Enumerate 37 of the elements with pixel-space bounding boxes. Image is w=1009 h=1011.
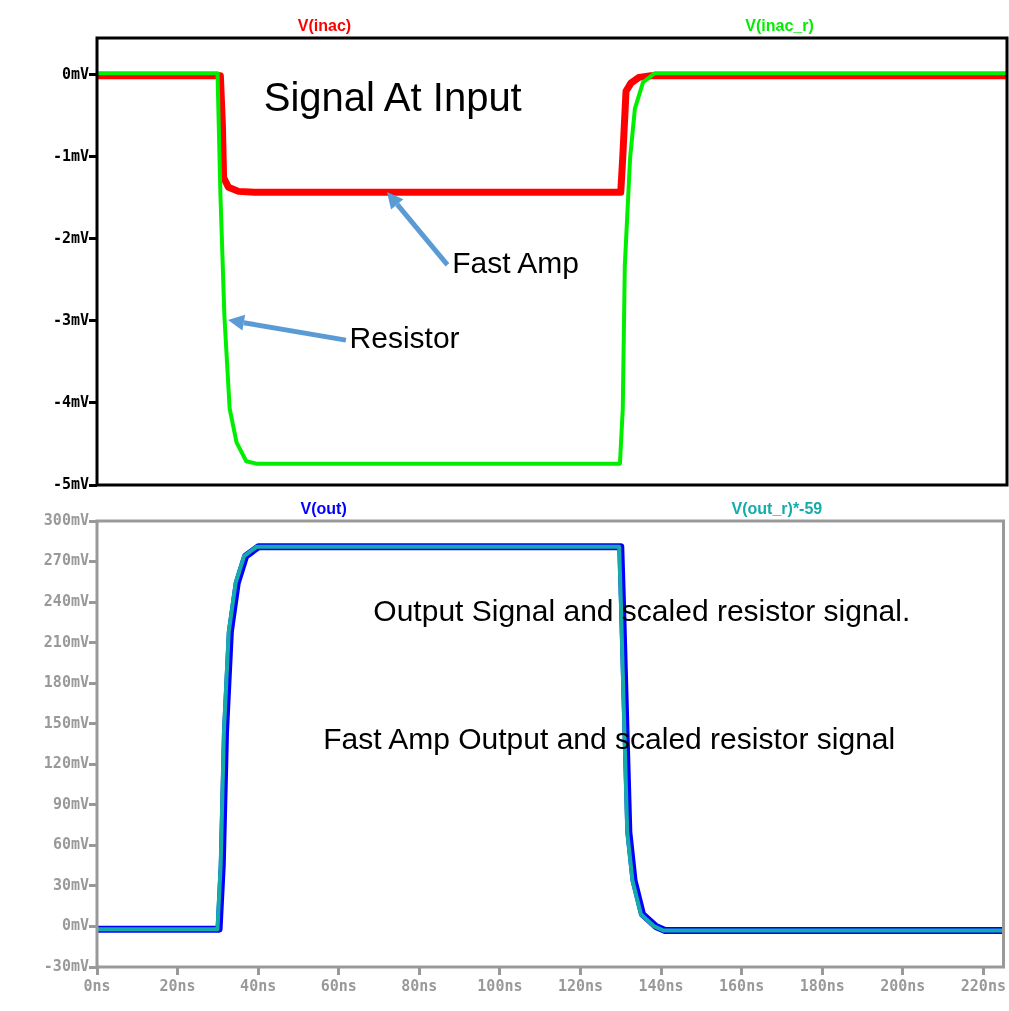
y-tick-label: 60mV: [52, 835, 89, 854]
x-tick-label: 140ns: [638, 976, 684, 995]
x-tick-label: 20ns: [159, 976, 196, 995]
y-tick-label: -4mV: [52, 392, 89, 411]
y-tick-label: -1mV: [52, 146, 89, 165]
x-tick-label: 100ns: [477, 976, 523, 995]
y-tick-label: 0mV: [61, 64, 89, 83]
y-tick-label: 180mV: [43, 673, 89, 692]
x-tick-label: 160ns: [719, 976, 765, 995]
y-tick-label: 270mV: [43, 551, 89, 570]
annotation: Resistor: [349, 321, 460, 355]
x-tick-label: 40ns: [240, 976, 277, 995]
series-label: V(out): [300, 500, 347, 518]
annotation: Signal At Input: [263, 75, 522, 120]
y-tick-label: 0mV: [61, 916, 89, 935]
x-tick-label: 0ns: [83, 976, 111, 995]
y-tick-label: 150mV: [43, 713, 89, 732]
x-tick-label: 180ns: [799, 976, 845, 995]
y-tick-label: 240mV: [43, 591, 89, 610]
x-tick-label: 120ns: [557, 976, 604, 995]
x-tick-label: 220ns: [960, 976, 1006, 995]
y-tick-label: 210mV: [43, 632, 89, 651]
x-tick-label: 60ns: [320, 976, 357, 995]
y-tick-label: -30mV: [43, 956, 89, 975]
y-tick-label: -2mV: [52, 228, 89, 247]
text: V(inac): [297, 17, 352, 35]
text: V(inac_r): [745, 17, 814, 35]
x-tick-label: 200ns: [880, 976, 926, 995]
y-tick-label: -5mV: [52, 474, 89, 493]
text: V(out_r)*-59: [731, 500, 823, 518]
y-tick-label: -3mV: [52, 310, 89, 329]
y-tick-label: 30mV: [52, 875, 89, 894]
annotation: Fast Amp: [452, 246, 579, 280]
y-tick-label: 90mV: [52, 794, 89, 813]
y-tick-label: 300mV: [43, 510, 89, 529]
y-tick-label: 120mV: [43, 754, 89, 773]
x-tick-label: 80ns: [401, 976, 438, 995]
